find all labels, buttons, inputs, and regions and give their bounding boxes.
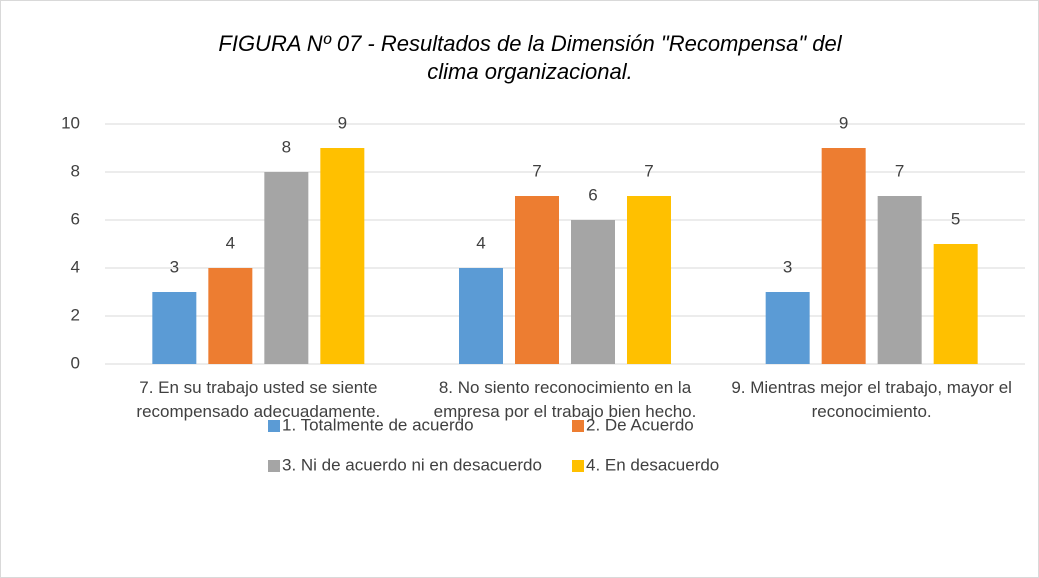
x-tick-label: 7. En su trabajo usted se siente recompe… [136,378,381,421]
bar [152,292,197,364]
data-label: 5 [951,209,960,228]
legend-swatch [268,460,280,472]
data-label: 4 [226,233,235,252]
y-tick-label: 2 [71,305,80,324]
y-tick-label: 0 [71,353,80,372]
data-label: 6 [588,185,597,204]
legend-swatch [572,420,584,432]
bar [877,196,922,364]
data-label: 4 [476,233,485,252]
data-label: 7 [532,161,541,180]
legend-label: 3. Ni de acuerdo ni en desacuerdo [282,455,542,474]
x-tick-label: 9. Mientras mejor el trabajo, mayor el r… [731,378,1012,421]
chart-title: FIGURA Nº 07 - Resultados de la Dimensió… [218,31,842,84]
bar [515,196,559,364]
y-tick-label: 6 [71,209,80,228]
bar [459,268,503,364]
y-tick-label: 8 [71,161,80,180]
bar [320,148,365,364]
legend-label: 2. De Acuerdo [586,415,694,434]
bar [933,244,978,364]
legend-label: 1. Totalmente de acuerdo [282,415,474,434]
y-tick-label: 10 [61,113,80,132]
data-label: 9 [839,113,848,132]
bar [627,196,671,364]
legend-swatch [268,420,280,432]
legend-swatch [572,460,584,472]
data-label: 7 [644,161,653,180]
data-label: 3 [783,257,792,276]
bar [264,172,309,364]
y-tick-label: 4 [71,257,80,276]
data-label: 9 [338,113,347,132]
data-label: 7 [895,161,904,180]
data-label: 3 [170,257,179,276]
x-tick-label: 8. No siento reconocimiento en la empres… [433,378,697,421]
bar [821,148,866,364]
data-label: 8 [282,137,291,156]
bar [765,292,810,364]
bar [571,220,615,364]
legend-label: 4. En desacuerdo [586,455,719,474]
bar [208,268,253,364]
